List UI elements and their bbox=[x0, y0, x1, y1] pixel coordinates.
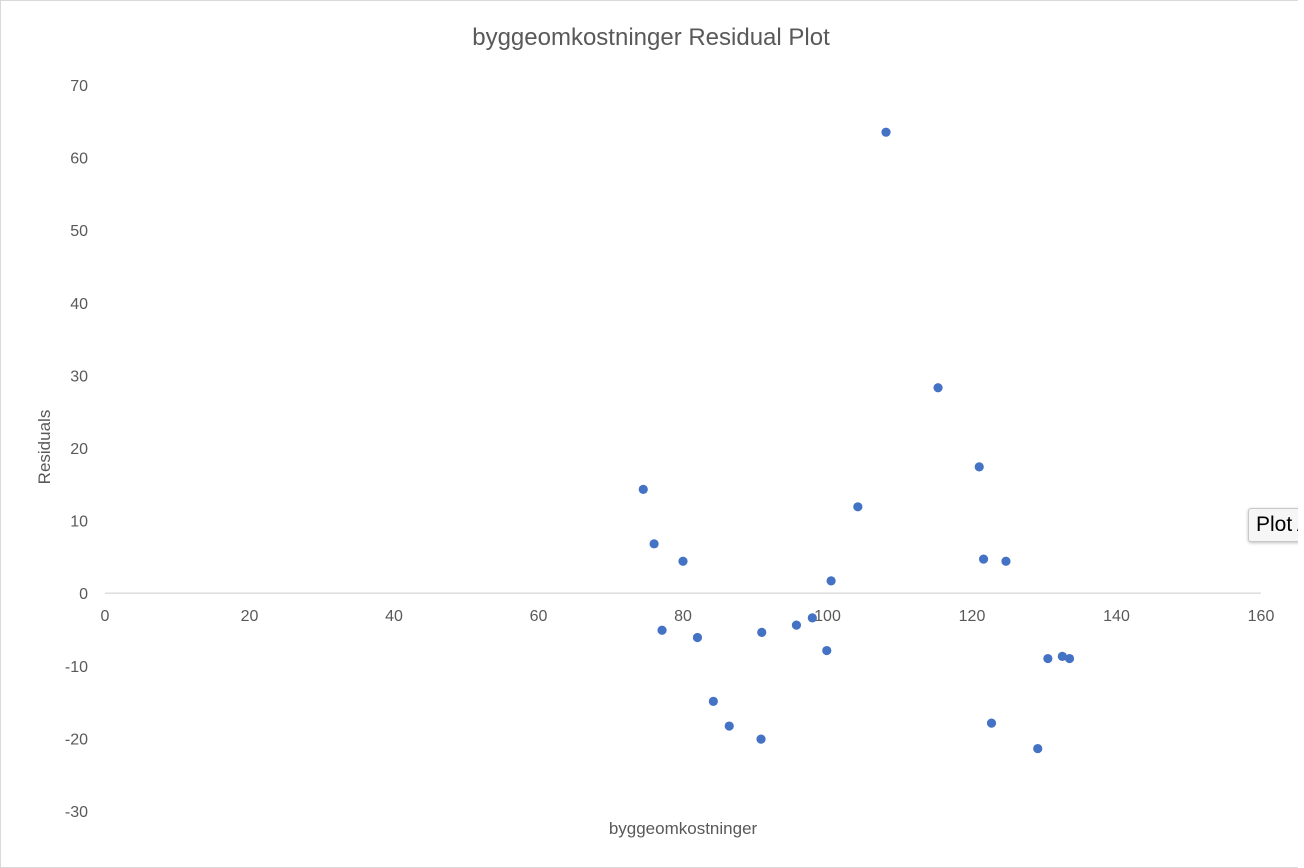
data-point bbox=[649, 539, 659, 549]
data-point bbox=[974, 462, 984, 472]
data-point bbox=[638, 484, 648, 494]
data-point bbox=[1057, 651, 1067, 661]
plot-tab-button[interactable]: Plot A bbox=[1248, 508, 1304, 542]
data-point bbox=[1064, 653, 1075, 664]
y-tick-label: 30 bbox=[70, 368, 88, 385]
data-point bbox=[1043, 653, 1053, 664]
data-point bbox=[757, 627, 767, 638]
x-tick-label: 60 bbox=[530, 608, 548, 625]
x-tick-label: 160 bbox=[1248, 608, 1275, 625]
data-point bbox=[1001, 556, 1011, 566]
y-tick-label: 50 bbox=[70, 223, 88, 240]
data-point bbox=[657, 625, 667, 635]
x-tick-label: 20 bbox=[241, 608, 259, 625]
data-point bbox=[807, 613, 817, 623]
x-tick-label: 80 bbox=[674, 608, 692, 625]
data-point bbox=[822, 645, 832, 656]
y-tick-label: 60 bbox=[70, 151, 88, 168]
y-tick-label: 10 bbox=[70, 514, 88, 531]
data-point bbox=[791, 620, 802, 630]
data-points bbox=[638, 127, 1075, 754]
data-point bbox=[933, 383, 943, 393]
data-point bbox=[678, 556, 688, 566]
right-edge-strip bbox=[1298, 0, 1304, 868]
y-tick-label: 70 bbox=[70, 78, 88, 95]
x-tick-label: 40 bbox=[385, 608, 403, 625]
y-tick-labels: -30 -20 -10 0 10 20 30 40 50 60 70 bbox=[65, 78, 88, 821]
x-tick-label: 120 bbox=[959, 608, 986, 625]
y-tick-label: 0 bbox=[79, 586, 88, 603]
y-tick-label: -30 bbox=[65, 804, 88, 821]
y-axis-title: Residuals bbox=[35, 410, 54, 485]
data-point bbox=[853, 502, 863, 512]
data-point bbox=[692, 632, 703, 643]
x-axis-title: byggeomkostninger bbox=[609, 819, 758, 838]
data-point bbox=[756, 734, 766, 744]
x-tick-labels: 0 20 40 60 80 100 120 140 160 bbox=[101, 608, 1275, 625]
y-tick-label: -10 bbox=[65, 659, 88, 676]
chart-title: byggeomkostninger Residual Plot bbox=[472, 24, 830, 51]
x-tick-label: 100 bbox=[814, 608, 841, 625]
data-point bbox=[881, 127, 891, 137]
x-tick-label: 0 bbox=[101, 608, 110, 625]
y-tick-label: 20 bbox=[70, 441, 88, 458]
data-point bbox=[986, 718, 997, 728]
y-tick-label: 40 bbox=[70, 296, 88, 313]
data-point bbox=[724, 721, 734, 731]
data-point bbox=[978, 554, 989, 564]
y-tick-label: -20 bbox=[65, 731, 88, 748]
x-tick-label: 140 bbox=[1103, 608, 1130, 625]
data-point bbox=[1033, 743, 1043, 754]
data-point bbox=[826, 576, 836, 586]
data-point bbox=[708, 696, 718, 706]
